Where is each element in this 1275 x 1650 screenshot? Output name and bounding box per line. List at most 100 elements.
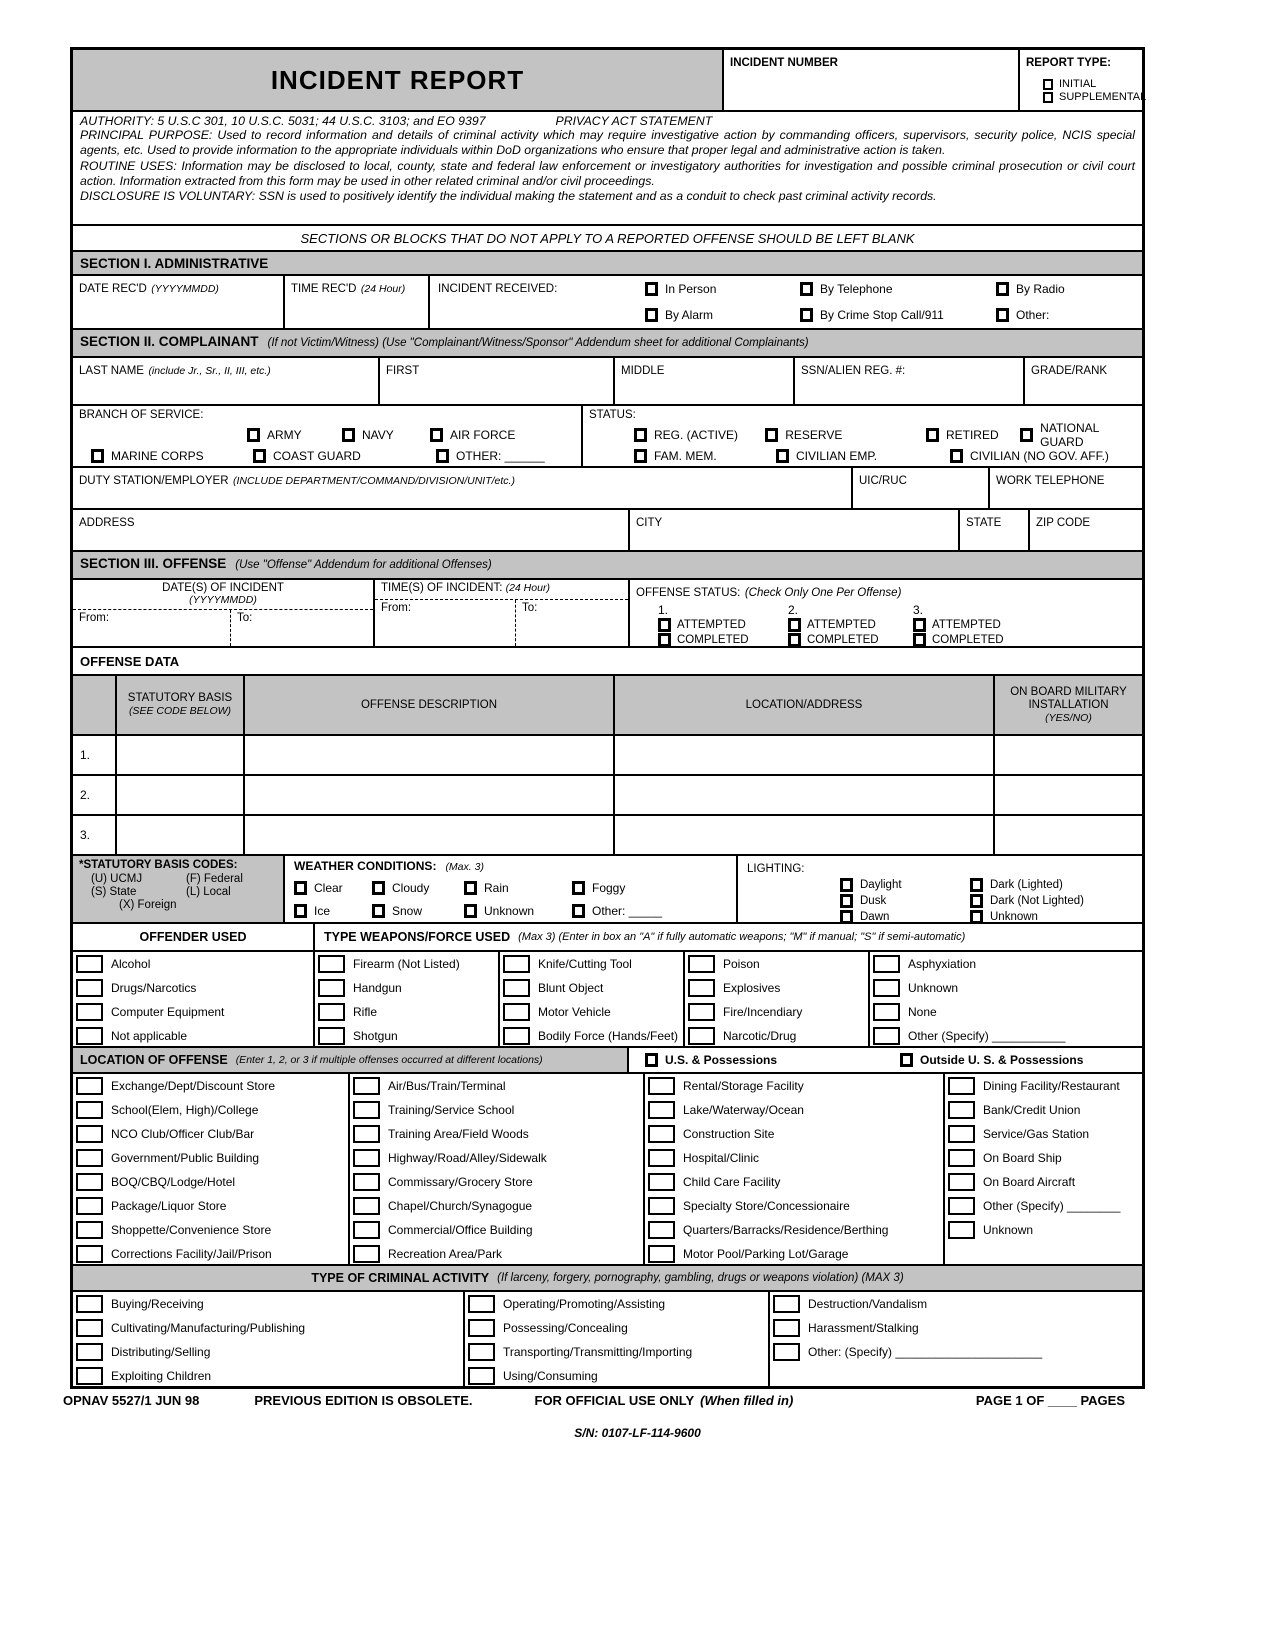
- checkbox[interactable]: [430, 428, 443, 442]
- write-in-box[interactable]: [948, 1197, 975, 1215]
- write-in-box[interactable]: [353, 1077, 380, 1095]
- write-in-box[interactable]: [688, 979, 715, 997]
- location-address-cell[interactable]: [613, 776, 993, 814]
- write-in-box[interactable]: [76, 1173, 103, 1191]
- checkbox[interactable]: [645, 1053, 658, 1067]
- write-in-box[interactable]: [468, 1367, 495, 1385]
- time-from-field[interactable]: From:: [381, 602, 412, 614]
- write-in-box[interactable]: [353, 1197, 380, 1215]
- write-in-box[interactable]: [773, 1319, 800, 1337]
- write-in-box[interactable]: [318, 1027, 345, 1045]
- write-in-box[interactable]: [688, 1027, 715, 1045]
- checkbox[interactable]: [1043, 91, 1053, 103]
- write-in-box[interactable]: [318, 979, 345, 997]
- checkbox[interactable]: [91, 449, 104, 463]
- statutory-basis-cell[interactable]: [115, 816, 243, 854]
- middle-name-field[interactable]: MIDDLE: [613, 358, 793, 404]
- write-in-box[interactable]: [76, 1197, 103, 1215]
- write-in-box[interactable]: [648, 1173, 675, 1191]
- ssn-field[interactable]: SSN/ALIEN REG. #:: [793, 358, 1023, 404]
- checkbox[interactable]: [658, 618, 671, 632]
- zip-code-field[interactable]: ZIP CODE: [1028, 510, 1142, 550]
- date-received-field[interactable]: DATE REC'D (YYYYMMDD): [73, 276, 283, 328]
- write-in-box[interactable]: [353, 1221, 380, 1239]
- statutory-basis-cell[interactable]: [115, 776, 243, 814]
- write-in-box[interactable]: [76, 1125, 103, 1143]
- checkbox[interactable]: [294, 881, 307, 895]
- checkbox[interactable]: [840, 894, 853, 908]
- checkbox[interactable]: [913, 633, 926, 647]
- location-address-cell[interactable]: [613, 816, 993, 854]
- write-in-box[interactable]: [318, 955, 345, 973]
- write-in-box[interactable]: [503, 1027, 530, 1045]
- uic-ruc-field[interactable]: UIC/RUC: [851, 468, 988, 508]
- write-in-box[interactable]: [468, 1319, 495, 1337]
- time-to-field[interactable]: To:: [515, 600, 628, 646]
- write-in-box[interactable]: [76, 1295, 103, 1313]
- checkbox[interactable]: [342, 428, 355, 442]
- checkbox[interactable]: [970, 894, 983, 908]
- write-in-box[interactable]: [76, 1149, 103, 1167]
- write-in-box[interactable]: [688, 1003, 715, 1021]
- write-in-box[interactable]: [76, 1319, 103, 1337]
- first-name-field[interactable]: FIRST: [378, 358, 613, 404]
- write-in-box[interactable]: [353, 1125, 380, 1143]
- checkbox[interactable]: [765, 428, 779, 442]
- checkbox[interactable]: [913, 618, 926, 632]
- onboard-cell[interactable]: [993, 736, 1142, 774]
- date-to-field[interactable]: To:: [230, 610, 373, 646]
- write-in-box[interactable]: [76, 1077, 103, 1095]
- write-in-box[interactable]: [468, 1343, 495, 1361]
- checkbox[interactable]: [247, 428, 260, 442]
- write-in-box[interactable]: [503, 955, 530, 973]
- checkbox[interactable]: [372, 904, 385, 918]
- checkbox[interactable]: [996, 282, 1009, 296]
- checkbox[interactable]: [572, 904, 585, 918]
- write-in-box[interactable]: [873, 1003, 900, 1021]
- checkbox[interactable]: [970, 910, 983, 924]
- checkbox[interactable]: [253, 449, 266, 463]
- write-in-box[interactable]: [503, 1003, 530, 1021]
- write-in-box[interactable]: [468, 1295, 495, 1313]
- write-in-box[interactable]: [648, 1245, 675, 1263]
- onboard-cell[interactable]: [993, 816, 1142, 854]
- write-in-box[interactable]: [948, 1221, 975, 1239]
- incident-number-field[interactable]: INCIDENT NUMBER: [722, 50, 1018, 110]
- write-in-box[interactable]: [773, 1343, 800, 1361]
- duty-station-field[interactable]: DUTY STATION/EMPLOYER (INCLUDE DEPARTMEN…: [73, 468, 851, 508]
- write-in-box[interactable]: [948, 1077, 975, 1095]
- write-in-box[interactable]: [353, 1245, 380, 1263]
- write-in-box[interactable]: [353, 1101, 380, 1119]
- checkbox[interactable]: [1020, 428, 1034, 442]
- write-in-box[interactable]: [948, 1149, 975, 1167]
- write-in-box[interactable]: [873, 1027, 900, 1045]
- write-in-box[interactable]: [76, 1101, 103, 1119]
- offense-description-cell[interactable]: [243, 736, 613, 774]
- write-in-box[interactable]: [648, 1221, 675, 1239]
- checkbox[interactable]: [464, 904, 477, 918]
- write-in-box[interactable]: [76, 1343, 103, 1361]
- checkbox[interactable]: [1043, 78, 1053, 90]
- offense-description-cell[interactable]: [243, 776, 613, 814]
- checkbox[interactable]: [996, 308, 1009, 322]
- write-in-box[interactable]: [76, 1245, 103, 1263]
- onboard-cell[interactable]: [993, 776, 1142, 814]
- work-telephone-field[interactable]: WORK TELEPHONE: [988, 468, 1142, 508]
- write-in-box[interactable]: [76, 1003, 103, 1021]
- checkbox[interactable]: [658, 633, 671, 647]
- date-from-field[interactable]: From:: [79, 612, 110, 624]
- write-in-box[interactable]: [948, 1101, 975, 1119]
- checkbox[interactable]: [372, 881, 385, 895]
- write-in-box[interactable]: [76, 1221, 103, 1239]
- checkbox[interactable]: [900, 1053, 913, 1067]
- write-in-box[interactable]: [503, 979, 530, 997]
- write-in-box[interactable]: [873, 979, 900, 997]
- offense-description-cell[interactable]: [243, 816, 613, 854]
- write-in-box[interactable]: [648, 1125, 675, 1143]
- checkbox[interactable]: [634, 449, 647, 463]
- write-in-box[interactable]: [353, 1173, 380, 1191]
- write-in-box[interactable]: [648, 1101, 675, 1119]
- statutory-basis-cell[interactable]: [115, 736, 243, 774]
- time-received-field[interactable]: TIME REC'D (24 Hour): [283, 276, 428, 328]
- write-in-box[interactable]: [873, 955, 900, 973]
